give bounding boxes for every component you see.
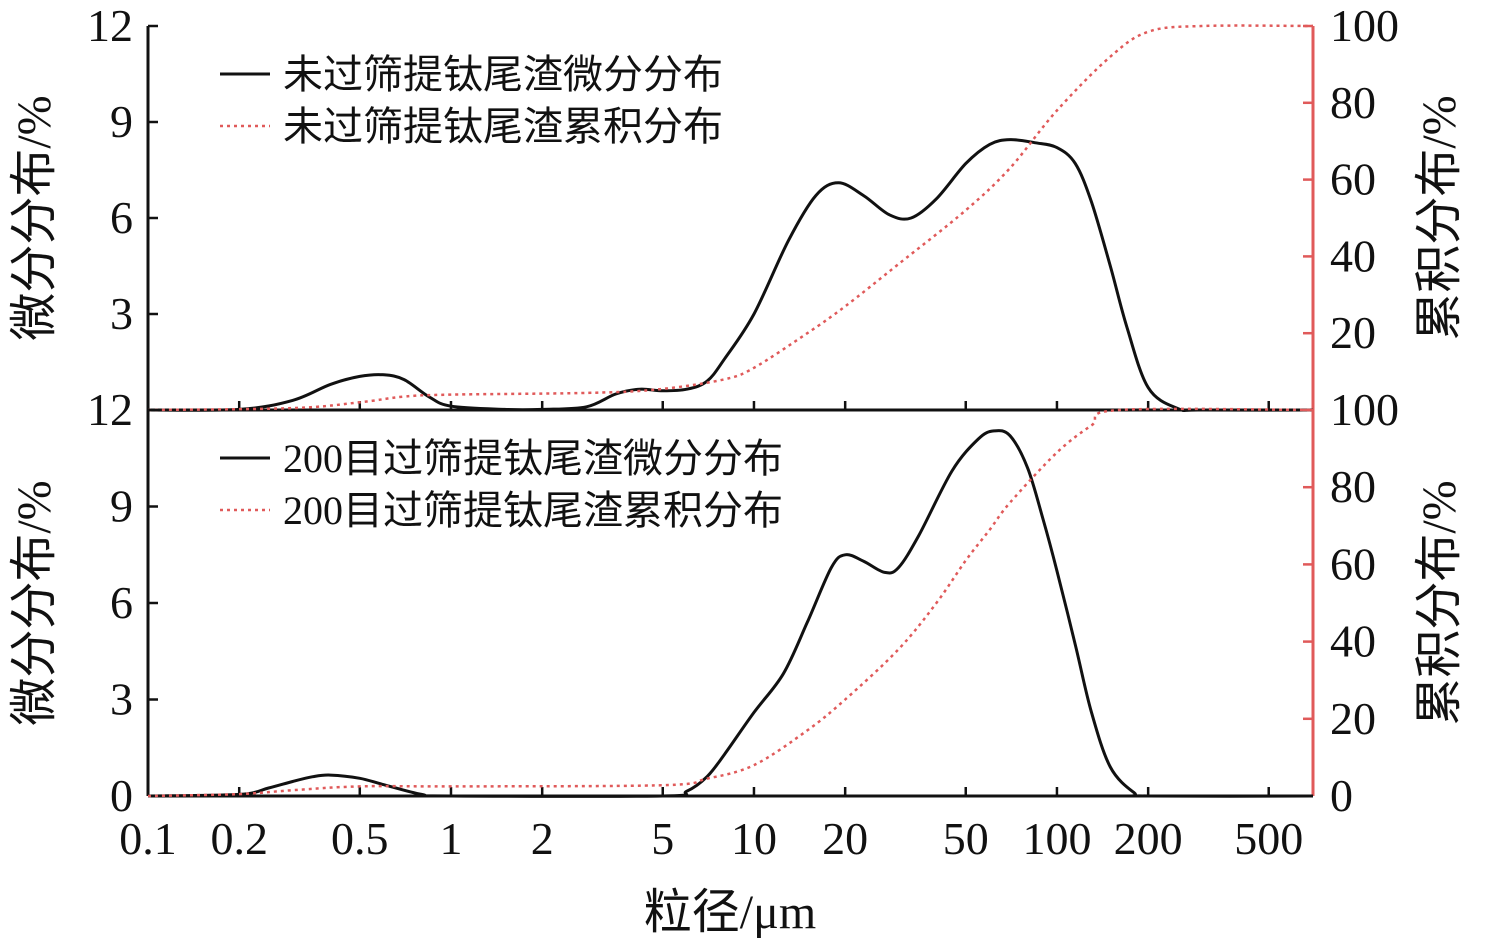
x-tick-label: 0.1 xyxy=(119,813,177,864)
left-y-tick-label: 3 xyxy=(110,674,133,725)
left-y-tick-label: 3 xyxy=(110,288,133,339)
right-y-tick-label: 60 xyxy=(1330,538,1376,589)
x-tick-label: 100 xyxy=(1022,813,1091,864)
left-y-tick-label: 12 xyxy=(87,0,133,51)
left-y-axis-title: 微分分布/% xyxy=(8,95,61,340)
legend-label: 未过筛提钛尾渣微分分布 xyxy=(283,52,723,97)
x-tick-label: 200 xyxy=(1114,813,1183,864)
left-y-tick-label: 0 xyxy=(110,770,133,821)
right-y-tick-label: 60 xyxy=(1330,154,1376,205)
right-y-axis-title: 累积分布/% xyxy=(1413,95,1466,340)
x-tick-label: 10 xyxy=(731,813,777,864)
left-y-axis-title: 微分分布/% xyxy=(8,480,61,725)
x-tick-label: 20 xyxy=(822,813,868,864)
right-y-tick-label: 80 xyxy=(1330,77,1376,128)
legend-label: 200目过筛提钛尾渣累积分布 xyxy=(283,488,783,533)
right-y-tick-label: 40 xyxy=(1330,230,1376,281)
right-y-tick-label: 100 xyxy=(1330,0,1399,51)
x-tick-label: 0.2 xyxy=(210,813,268,864)
right-y-tick-label: 0 xyxy=(1330,770,1353,821)
x-tick-label: 0.5 xyxy=(331,813,389,864)
left-y-tick-label: 12 xyxy=(87,384,133,435)
left-y-tick-label: 6 xyxy=(110,577,133,628)
cumulative-distribution-line xyxy=(147,407,1314,798)
differential-distribution-line xyxy=(147,429,1314,798)
x-axis-title: 粒径/μm xyxy=(644,886,816,939)
x-tick-label: 2 xyxy=(531,813,554,864)
x-tick-label: 500 xyxy=(1234,813,1303,864)
legend-label: 200目过筛提钛尾渣微分分布 xyxy=(283,436,783,481)
x-tick-label: 5 xyxy=(651,813,674,864)
cumulative-distribution-line xyxy=(147,24,1314,412)
left-y-tick-label: 9 xyxy=(110,481,133,532)
differential-distribution-line xyxy=(147,138,1314,412)
right-y-tick-label: 20 xyxy=(1330,693,1376,744)
right-y-tick-label: 100 xyxy=(1330,384,1399,435)
right-y-axis-title: 累积分布/% xyxy=(1413,480,1466,725)
left-y-tick-label: 9 xyxy=(110,96,133,147)
right-y-tick-label: 40 xyxy=(1330,616,1376,667)
right-y-tick-label: 20 xyxy=(1330,307,1376,358)
legend-label: 未过筛提钛尾渣累积分布 xyxy=(283,104,723,149)
right-y-tick-label: 80 xyxy=(1330,461,1376,512)
left-y-tick-label: 6 xyxy=(110,192,133,243)
x-tick-label: 50 xyxy=(943,813,989,864)
x-tick-label: 1 xyxy=(439,813,462,864)
